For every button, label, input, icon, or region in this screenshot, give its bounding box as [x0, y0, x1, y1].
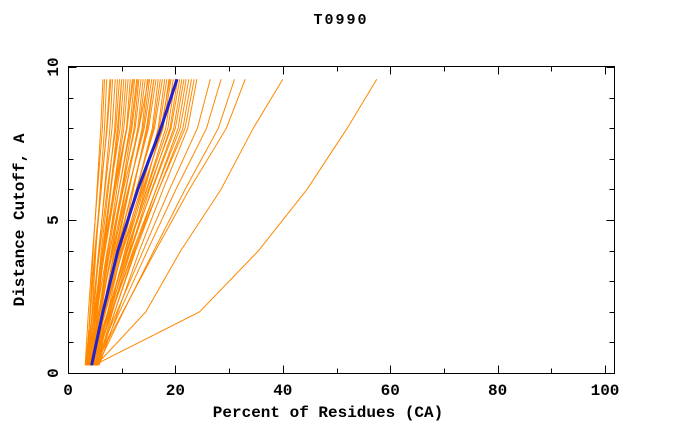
model-curve [86, 79, 112, 366]
model-curve [91, 79, 185, 366]
model-curve [84, 79, 106, 366]
x-axis-label: Percent of Residues (CA) [213, 404, 443, 422]
model-curve [90, 79, 181, 366]
model-curve [89, 79, 135, 366]
model-curve [93, 79, 211, 366]
model-curve [94, 79, 246, 366]
x-tick-label: 100 [591, 382, 620, 400]
model-curve [91, 79, 195, 366]
model-curve [93, 78, 378, 366]
model-curve [95, 79, 222, 366]
model-curve [91, 79, 123, 366]
model-curve [92, 79, 176, 366]
model-curve [87, 79, 138, 366]
model-curve [97, 79, 179, 366]
series-layer [84, 78, 378, 366]
plot-border [68, 66, 615, 374]
axis-frame [68, 66, 615, 374]
x-tick-label: 0 [63, 382, 73, 400]
model-curve [97, 79, 235, 366]
model-curve [86, 79, 153, 366]
x-tick-label: 20 [166, 382, 185, 400]
model-curve [92, 79, 150, 366]
model-curve [95, 78, 284, 366]
highlighted-model-curve [90, 78, 179, 366]
x-tick-label: 80 [488, 382, 507, 400]
model-curve [95, 79, 193, 366]
model-curve [86, 79, 116, 366]
x-tick-label: 60 [381, 382, 400, 400]
model-curve [93, 79, 190, 366]
y-tick-label: 10 [45, 57, 63, 76]
y-tick-label: 5 [45, 215, 63, 225]
model-curve [90, 79, 168, 366]
model-curve [85, 79, 121, 366]
model-curve [98, 79, 198, 366]
y-axis-label: Distance Cutoff, A [11, 133, 29, 306]
y-tick-label: 0 [45, 368, 63, 378]
tick-labels: 0 20 40 60 80 100 0 5 10 [45, 57, 619, 400]
chart-title: T0990 [313, 12, 368, 29]
x-tick-label: 40 [273, 382, 292, 400]
